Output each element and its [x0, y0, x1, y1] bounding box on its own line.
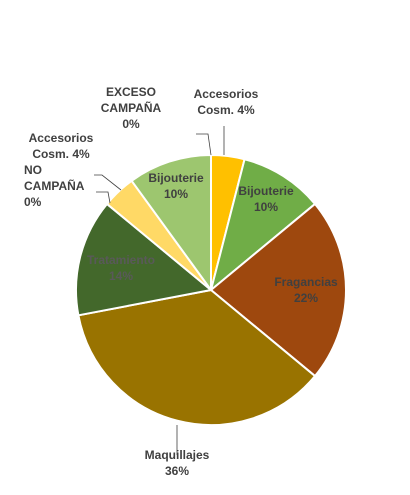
data-label-exceso-campana-8: EXCESO CAMPAÑA 0%	[101, 85, 162, 131]
data-label-line: 22%	[294, 291, 318, 305]
data-label-line: Accesorios	[194, 87, 259, 101]
pie-slice-bijouterie-7	[130, 154, 212, 291]
data-label-line: Cosm. 4%	[32, 147, 90, 161]
pie-slice-bijouterie-1	[210, 158, 317, 291]
data-label-line: Cosm. 4%	[197, 103, 255, 117]
leader-line-no-campana-5	[96, 191, 111, 204]
data-label-line: Fragancias	[274, 275, 338, 289]
data-label-line: CAMPAÑA	[24, 178, 85, 193]
leader-line-accesorios-cosm-6	[94, 174, 122, 191]
data-label-no-campana-5: NO CAMPAÑA 0%	[24, 163, 85, 209]
data-label-line: Bijouterie	[238, 184, 294, 198]
pie-slice-fragancias-2	[210, 202, 347, 378]
data-label-tratamiento-4: Tratamiento 14%	[87, 253, 155, 283]
leader-line-exceso-campana-8	[196, 133, 212, 156]
data-label-line: Bijouterie	[148, 171, 204, 185]
data-label-maquillajes-3: Maquillajes 36%	[145, 448, 210, 478]
data-label-accesorios-cosm-0: Accesorios Cosm. 4%	[194, 87, 259, 117]
leader-lines-layer	[94, 126, 225, 455]
data-label-line: 14%	[109, 269, 133, 283]
data-label-line: NO	[24, 163, 42, 177]
data-label-line: 36%	[165, 464, 189, 478]
data-label-line: Accesorios	[29, 131, 94, 145]
data-label-line: 0%	[24, 195, 42, 209]
data-label-bijouterie-7: Bijouterie 10%	[148, 171, 204, 201]
data-label-line: 10%	[254, 200, 278, 214]
data-label-fragancias-2: Fragancias 22%	[274, 275, 338, 305]
data-label-line: Maquillajes	[145, 448, 210, 462]
data-labels-layer: Accesorios Cosm. 4% Bijouterie 10% Fragancia…	[24, 85, 338, 478]
data-label-line: Tratamiento	[87, 253, 155, 267]
pie-slice-maquillajes-3	[77, 289, 317, 426]
data-label-bijouterie-1: Bijouterie 10%	[238, 184, 294, 214]
data-label-accesorios-cosm-6: Accesorios Cosm. 4%	[29, 131, 94, 161]
data-label-line: 0%	[122, 117, 140, 131]
slices-layer	[75, 154, 347, 426]
data-label-line: 10%	[164, 187, 188, 201]
data-label-line: CAMPAÑA	[101, 100, 162, 115]
data-label-line: EXCESO	[106, 85, 156, 99]
pie-slice-tratamiento-4	[75, 202, 212, 317]
